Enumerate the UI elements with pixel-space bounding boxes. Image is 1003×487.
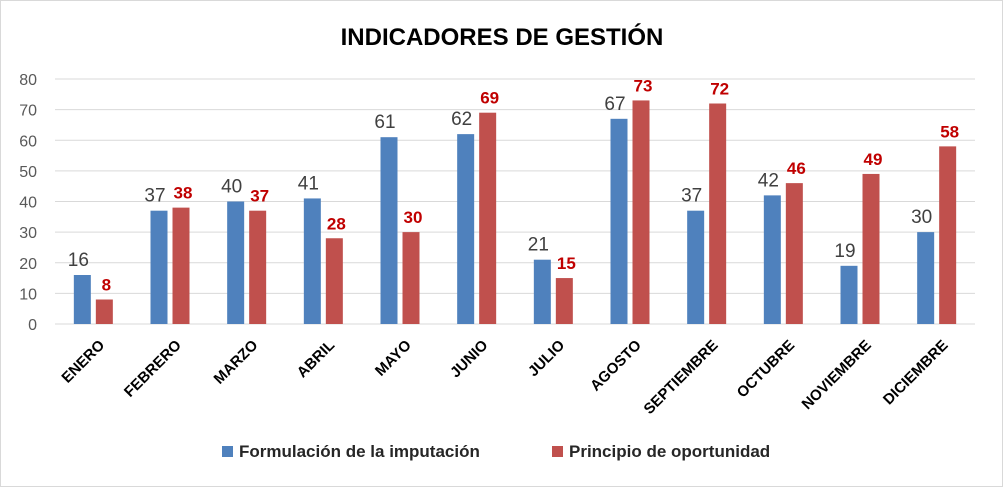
y-tick-label: 70 xyxy=(19,103,37,120)
bar-formulacion-mayo xyxy=(380,137,398,324)
y-tick-label: 20 xyxy=(19,256,37,273)
bar-formulacion-julio xyxy=(533,259,551,324)
y-tick-label: 30 xyxy=(19,225,37,242)
bar-principio-octubre xyxy=(785,183,803,324)
data-label: 8 xyxy=(102,276,111,295)
bar-principio-diciembre xyxy=(939,146,957,324)
bar-formulacion-agosto xyxy=(610,118,628,324)
data-label: 58 xyxy=(940,122,959,141)
y-tick-label: 40 xyxy=(19,195,37,212)
x-tick-label: JULIO xyxy=(525,337,568,380)
bar-formulacion-septiembre xyxy=(687,210,705,324)
x-tick-label: DICIEMBRE xyxy=(880,337,952,409)
legend-swatch xyxy=(552,446,563,457)
data-label: 42 xyxy=(758,170,779,191)
bar-principio-enero xyxy=(95,299,113,324)
data-label: 16 xyxy=(68,250,89,271)
y-tick-label: 0 xyxy=(28,317,37,334)
data-label: 28 xyxy=(327,214,346,233)
data-label: 73 xyxy=(634,76,653,95)
bars xyxy=(73,100,957,324)
x-tick-label: OCTUBRE xyxy=(734,337,798,401)
data-label: 15 xyxy=(557,254,576,273)
data-label: 19 xyxy=(834,241,855,262)
legend: Formulación de la imputación Principio de… xyxy=(222,442,770,461)
x-tick-label: JUNIO xyxy=(447,337,492,382)
x-axis-ticks: ENERO FEBRERO MARZO ABRIL MAYO JUNIO JULIO AGOS… xyxy=(58,337,951,418)
data-label: 40 xyxy=(221,177,242,198)
chart-title: INDICADORES DE GESTIÓN xyxy=(341,23,664,51)
data-label: 30 xyxy=(911,207,932,228)
data-label: 30 xyxy=(404,208,423,227)
bar-principio-mayo xyxy=(402,232,420,324)
legend-label: Formulación de la imputación xyxy=(239,442,480,461)
x-tick-label: NOVIEMBRE xyxy=(799,337,875,413)
data-label: 62 xyxy=(451,109,472,130)
data-label: 46 xyxy=(787,159,806,178)
x-tick-label: ENERO xyxy=(58,337,108,387)
bar-formulacion-abril xyxy=(303,198,321,324)
legend-swatch xyxy=(222,446,233,457)
data-label: 37 xyxy=(681,186,702,207)
data-label: 41 xyxy=(298,173,319,194)
bar-formulacion-marzo xyxy=(227,201,245,324)
x-tick-label: SEPTIEMBRE xyxy=(641,337,722,418)
data-label: 67 xyxy=(604,94,625,115)
bar-principio-agosto xyxy=(632,100,650,324)
y-tick-label: 60 xyxy=(19,133,37,150)
x-tick-label: FEBRERO xyxy=(121,337,185,401)
y-tick-label: 10 xyxy=(19,286,37,303)
bar-principio-julio xyxy=(555,278,573,324)
bar-formulacion-enero xyxy=(73,275,91,324)
data-label: 61 xyxy=(374,112,395,133)
bar-formulacion-febrero xyxy=(150,210,168,324)
bar-principio-junio xyxy=(479,112,497,324)
data-label: 37 xyxy=(250,187,269,206)
gridlines xyxy=(55,78,975,325)
bar-principio-febrero xyxy=(172,207,190,324)
data-label: 69 xyxy=(480,89,499,108)
data-label: 72 xyxy=(710,80,729,99)
bar-formulacion-junio xyxy=(457,134,475,324)
legend-label: Principio de oportunidad xyxy=(569,442,770,461)
data-label: 37 xyxy=(144,186,165,207)
bar-formulacion-noviembre xyxy=(840,265,858,324)
bar-principio-abril xyxy=(325,238,343,324)
data-label: 21 xyxy=(528,235,549,256)
data-label: 38 xyxy=(174,184,193,203)
bar-formulacion-diciembre xyxy=(917,232,935,324)
y-axis-ticks: 0 10 20 30 40 50 60 70 80 xyxy=(19,72,37,334)
bar-principio-marzo xyxy=(249,210,267,324)
x-tick-label: MAYO xyxy=(372,337,415,380)
bar-principio-noviembre xyxy=(862,173,880,324)
x-tick-label: AGOSTO xyxy=(587,337,645,395)
bar-principio-septiembre xyxy=(709,103,727,324)
data-label: 49 xyxy=(864,150,883,169)
bar-formulacion-octubre xyxy=(763,195,781,324)
y-tick-label: 50 xyxy=(19,164,37,181)
data-labels: 16 8 37 38 40 37 41 28 61 30 62 69 21 15 67 73 37 72 42 46 1… xyxy=(68,76,959,294)
y-tick-label: 80 xyxy=(19,72,37,89)
x-tick-label: MARZO xyxy=(211,337,262,388)
x-tick-label: ABRIL xyxy=(294,337,338,381)
